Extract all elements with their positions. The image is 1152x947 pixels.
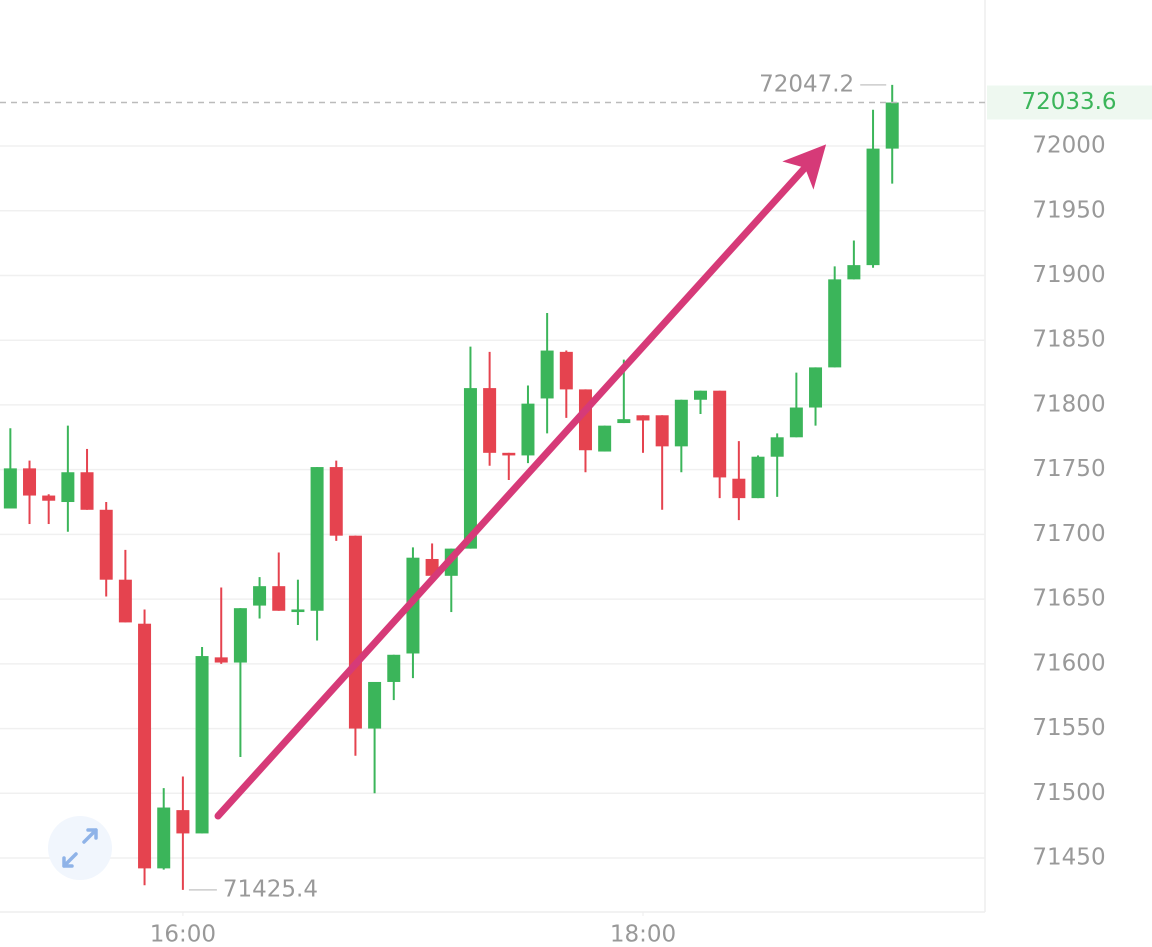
- y-tick-label: 72000: [1032, 133, 1105, 159]
- candle-body: [789, 407, 803, 438]
- candle-body: [713, 390, 727, 478]
- y-tick-label: 71450: [1032, 845, 1105, 871]
- candle-body: [253, 586, 267, 606]
- candle-body: [329, 467, 343, 536]
- candle-body: [463, 388, 477, 549]
- y-tick-label: 71600: [1032, 650, 1105, 676]
- y-tick-label: 71950: [1032, 197, 1105, 223]
- y-tick-label: 71500: [1032, 780, 1105, 806]
- last-price-tag: [987, 85, 1152, 120]
- candle-body: [387, 654, 401, 682]
- candle-body: [674, 399, 688, 447]
- candle-body: [502, 452, 516, 456]
- y-tick-label: 71900: [1032, 262, 1105, 288]
- y-tick-label: 71750: [1032, 456, 1105, 482]
- y-tick-label: 71650: [1032, 586, 1105, 612]
- candle-body: [157, 807, 171, 869]
- candle-body: [885, 102, 899, 149]
- last-price-label: 72033.6: [1021, 89, 1116, 115]
- candle-body: [42, 495, 56, 501]
- candle-body: [770, 437, 784, 457]
- trend-arrow: [214, 144, 827, 820]
- candle-body: [61, 472, 75, 503]
- candle-body: [3, 468, 17, 509]
- candle-body: [118, 579, 132, 623]
- y-tick-label: 71800: [1032, 391, 1105, 417]
- candle-body: [598, 425, 612, 452]
- candle-body: [655, 415, 669, 447]
- y-tick-label: 71550: [1032, 715, 1105, 741]
- candle-body: [847, 265, 861, 280]
- candle-body: [23, 468, 37, 496]
- expand-button[interactable]: [48, 816, 112, 880]
- expand-icon: [62, 828, 98, 868]
- y-tick-label: 71850: [1032, 327, 1105, 353]
- candle-body: [732, 478, 746, 499]
- candle-body: [617, 419, 631, 424]
- expand-bg: [48, 816, 112, 880]
- candle-body: [272, 586, 286, 611]
- y-tick-label: 71700: [1032, 521, 1105, 547]
- candle-body: [80, 472, 94, 510]
- candle-body: [214, 657, 228, 663]
- candle-body: [751, 456, 765, 499]
- x-tick-label: 16:00: [150, 922, 216, 947]
- candle-body: [138, 623, 152, 869]
- candle-body: [176, 810, 190, 834]
- x-tick-label: 18:00: [610, 922, 676, 947]
- candle-body: [828, 279, 842, 368]
- candle-body: [636, 415, 650, 421]
- candle-body: [866, 148, 880, 266]
- candle-body: [809, 367, 823, 408]
- candle-body: [559, 351, 573, 390]
- candle-body: [694, 390, 708, 400]
- max-label: 72047.2: [759, 71, 854, 97]
- candle-body: [233, 608, 247, 663]
- candle-body: [521, 403, 535, 456]
- candle-body: [195, 656, 209, 834]
- candle-body: [483, 388, 497, 453]
- candle-body: [99, 509, 113, 580]
- candle-body: [540, 350, 554, 399]
- min-label: 71425.4: [223, 876, 318, 902]
- candle-body: [291, 609, 305, 613]
- candle-body: [368, 681, 382, 729]
- candle-body: [348, 535, 362, 729]
- candle-body: [310, 467, 324, 611]
